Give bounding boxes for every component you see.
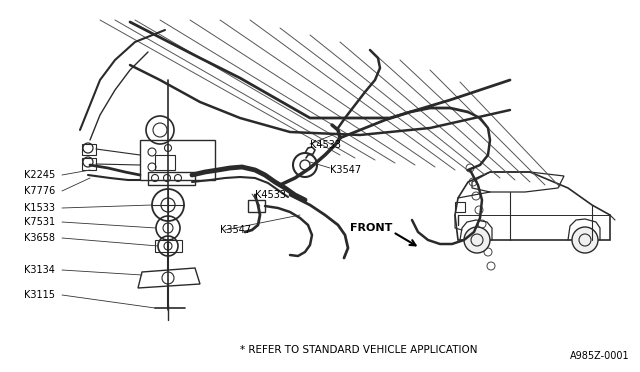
- Text: K3134: K3134: [24, 265, 55, 275]
- Text: K3547: K3547: [220, 225, 251, 235]
- Text: K7531: K7531: [24, 217, 55, 227]
- Text: K3115: K3115: [24, 290, 55, 300]
- Circle shape: [464, 227, 490, 253]
- Text: K7776: K7776: [24, 186, 55, 196]
- Text: K2245: K2245: [24, 170, 55, 180]
- Text: A985Z-0001: A985Z-0001: [570, 351, 630, 361]
- Text: * REFER TO STANDARD VEHICLE APPLICATION: * REFER TO STANDARD VEHICLE APPLICATION: [240, 345, 477, 355]
- Text: K3658: K3658: [24, 233, 55, 243]
- Text: K4533: K4533: [310, 140, 341, 150]
- Text: K3547: K3547: [330, 165, 361, 175]
- Text: K1533: K1533: [24, 203, 55, 213]
- Text: FRONT: FRONT: [350, 223, 392, 233]
- Text: K4533: K4533: [255, 190, 286, 200]
- Circle shape: [572, 227, 598, 253]
